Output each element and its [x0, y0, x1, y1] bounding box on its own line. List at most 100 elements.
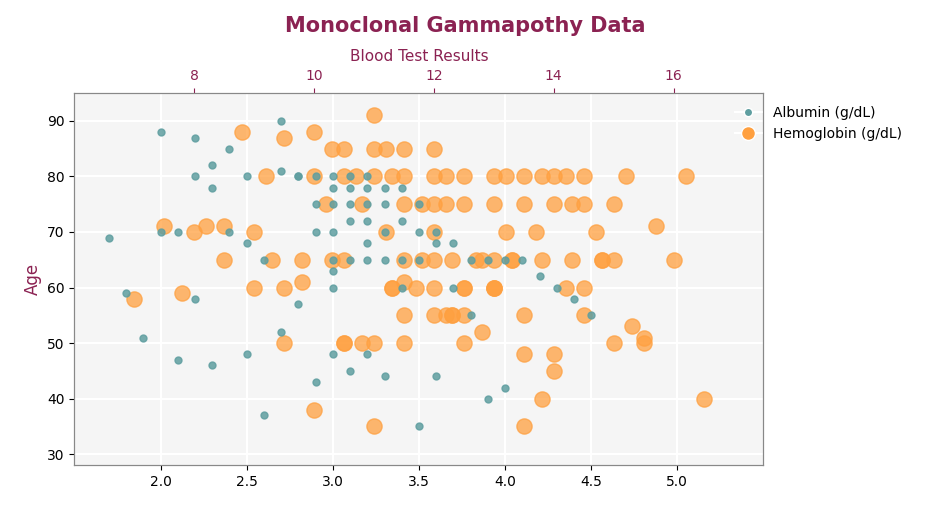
Albumin (g/dL) — [290, 172, 305, 180]
Hemoglobin (g/dL) — [409, 283, 424, 292]
Hemoglobin (g/dL) — [217, 222, 232, 231]
Albumin (g/dL) — [223, 228, 236, 236]
Hemoglobin (g/dL) — [486, 200, 501, 208]
Albumin (g/dL) — [515, 255, 530, 264]
Albumin (g/dL) — [343, 255, 358, 264]
Albumin (g/dL) — [205, 184, 220, 192]
Hemoglobin (g/dL) — [528, 228, 543, 236]
Hemoglobin (g/dL) — [505, 255, 519, 264]
Hemoglobin (g/dL) — [456, 283, 471, 292]
Hemoglobin (g/dL) — [247, 283, 262, 292]
Hemoglobin (g/dL) — [624, 322, 639, 330]
Hemoglobin (g/dL) — [247, 228, 262, 236]
Hemoglobin (g/dL) — [618, 172, 633, 180]
Albumin (g/dL) — [377, 255, 392, 264]
Hemoglobin (g/dL) — [678, 172, 693, 180]
Albumin (g/dL) — [446, 283, 461, 292]
Hemoglobin (g/dL) — [439, 172, 453, 180]
Hemoglobin (g/dL) — [379, 228, 394, 236]
Hemoglobin (g/dL) — [559, 172, 573, 180]
Hemoglobin (g/dL) — [277, 339, 291, 347]
Albumin (g/dL) — [119, 289, 134, 297]
Hemoglobin (g/dL) — [648, 222, 663, 231]
Hemoglobin (g/dL) — [505, 255, 519, 264]
Hemoglobin (g/dL) — [277, 133, 291, 142]
Albumin (g/dL) — [566, 295, 581, 303]
Hemoglobin (g/dL) — [426, 228, 441, 236]
Albumin (g/dL) — [480, 255, 495, 264]
Hemoglobin (g/dL) — [456, 200, 471, 208]
Hemoglobin (g/dL) — [385, 283, 399, 292]
Hemoglobin (g/dL) — [295, 255, 310, 264]
Albumin (g/dL) — [153, 228, 169, 236]
Albumin (g/dL) — [359, 217, 374, 225]
Hemoglobin (g/dL) — [397, 339, 412, 347]
Hemoglobin (g/dL) — [486, 283, 501, 292]
Hemoglobin (g/dL) — [564, 200, 579, 208]
Albumin (g/dL) — [549, 283, 564, 292]
Hemoglobin (g/dL) — [295, 278, 310, 286]
Hemoglobin (g/dL) — [517, 422, 532, 431]
Albumin (g/dL) — [428, 239, 443, 247]
Albumin (g/dL) — [274, 117, 289, 125]
Hemoglobin (g/dL) — [355, 339, 370, 347]
Hemoglobin (g/dL) — [175, 289, 190, 297]
Hemoglobin (g/dL) — [306, 406, 321, 414]
Albumin (g/dL) — [101, 233, 116, 241]
Hemoglobin (g/dL) — [475, 255, 490, 264]
Albumin (g/dL) — [153, 128, 169, 136]
Hemoglobin (g/dL) — [127, 295, 142, 303]
Hemoglobin (g/dL) — [696, 394, 711, 403]
Hemoglobin (g/dL) — [636, 339, 651, 347]
Albumin (g/dL) — [290, 172, 305, 180]
Hemoglobin (g/dL) — [199, 222, 214, 231]
Hemoglobin (g/dL) — [546, 350, 561, 358]
Hemoglobin (g/dL) — [456, 283, 471, 292]
Hemoglobin (g/dL) — [367, 144, 382, 153]
Albumin (g/dL) — [480, 394, 495, 403]
Hemoglobin (g/dL) — [337, 144, 352, 153]
Albumin (g/dL) — [308, 172, 323, 180]
Hemoglobin (g/dL) — [157, 222, 172, 231]
Hemoglobin (g/dL) — [456, 311, 471, 320]
Albumin (g/dL) — [308, 200, 323, 208]
Albumin (g/dL) — [359, 255, 374, 264]
Hemoglobin (g/dL) — [439, 200, 453, 208]
Hemoglobin (g/dL) — [559, 283, 573, 292]
Albumin (g/dL) — [343, 184, 358, 192]
Hemoglobin (g/dL) — [486, 255, 501, 264]
Albumin (g/dL) — [446, 239, 461, 247]
Hemoglobin (g/dL) — [217, 255, 232, 264]
Albumin (g/dL) — [395, 217, 410, 225]
Hemoglobin (g/dL) — [306, 128, 321, 136]
Hemoglobin (g/dL) — [444, 311, 459, 320]
Hemoglobin (g/dL) — [337, 172, 352, 180]
Albumin (g/dL) — [377, 200, 392, 208]
Albumin (g/dL) — [428, 372, 443, 381]
Hemoglobin (g/dL) — [426, 144, 441, 153]
Albumin (g/dL) — [359, 239, 374, 247]
Hemoglobin (g/dL) — [546, 200, 561, 208]
Albumin (g/dL) — [463, 255, 479, 264]
Albumin (g/dL) — [326, 350, 341, 358]
Albumin (g/dL) — [188, 172, 203, 180]
Hemoglobin (g/dL) — [517, 350, 532, 358]
Albumin (g/dL) — [497, 255, 512, 264]
Hemoglobin (g/dL) — [444, 311, 459, 320]
Albumin (g/dL) — [188, 133, 203, 142]
Albumin (g/dL) — [205, 361, 220, 370]
Albumin (g/dL) — [274, 166, 289, 175]
Hemoglobin (g/dL) — [534, 394, 549, 403]
Albumin (g/dL) — [412, 255, 426, 264]
Albumin (g/dL) — [223, 144, 236, 153]
Albumin (g/dL) — [377, 184, 392, 192]
Albumin (g/dL) — [412, 422, 426, 431]
Hemoglobin (g/dL) — [397, 278, 412, 286]
Albumin (g/dL) — [395, 255, 410, 264]
Hemoglobin (g/dL) — [367, 172, 382, 180]
Albumin (g/dL) — [326, 228, 341, 236]
Albumin (g/dL) — [170, 356, 185, 364]
Albumin (g/dL) — [359, 184, 374, 192]
Albumin (g/dL) — [326, 267, 341, 275]
Hemoglobin (g/dL) — [594, 255, 609, 264]
